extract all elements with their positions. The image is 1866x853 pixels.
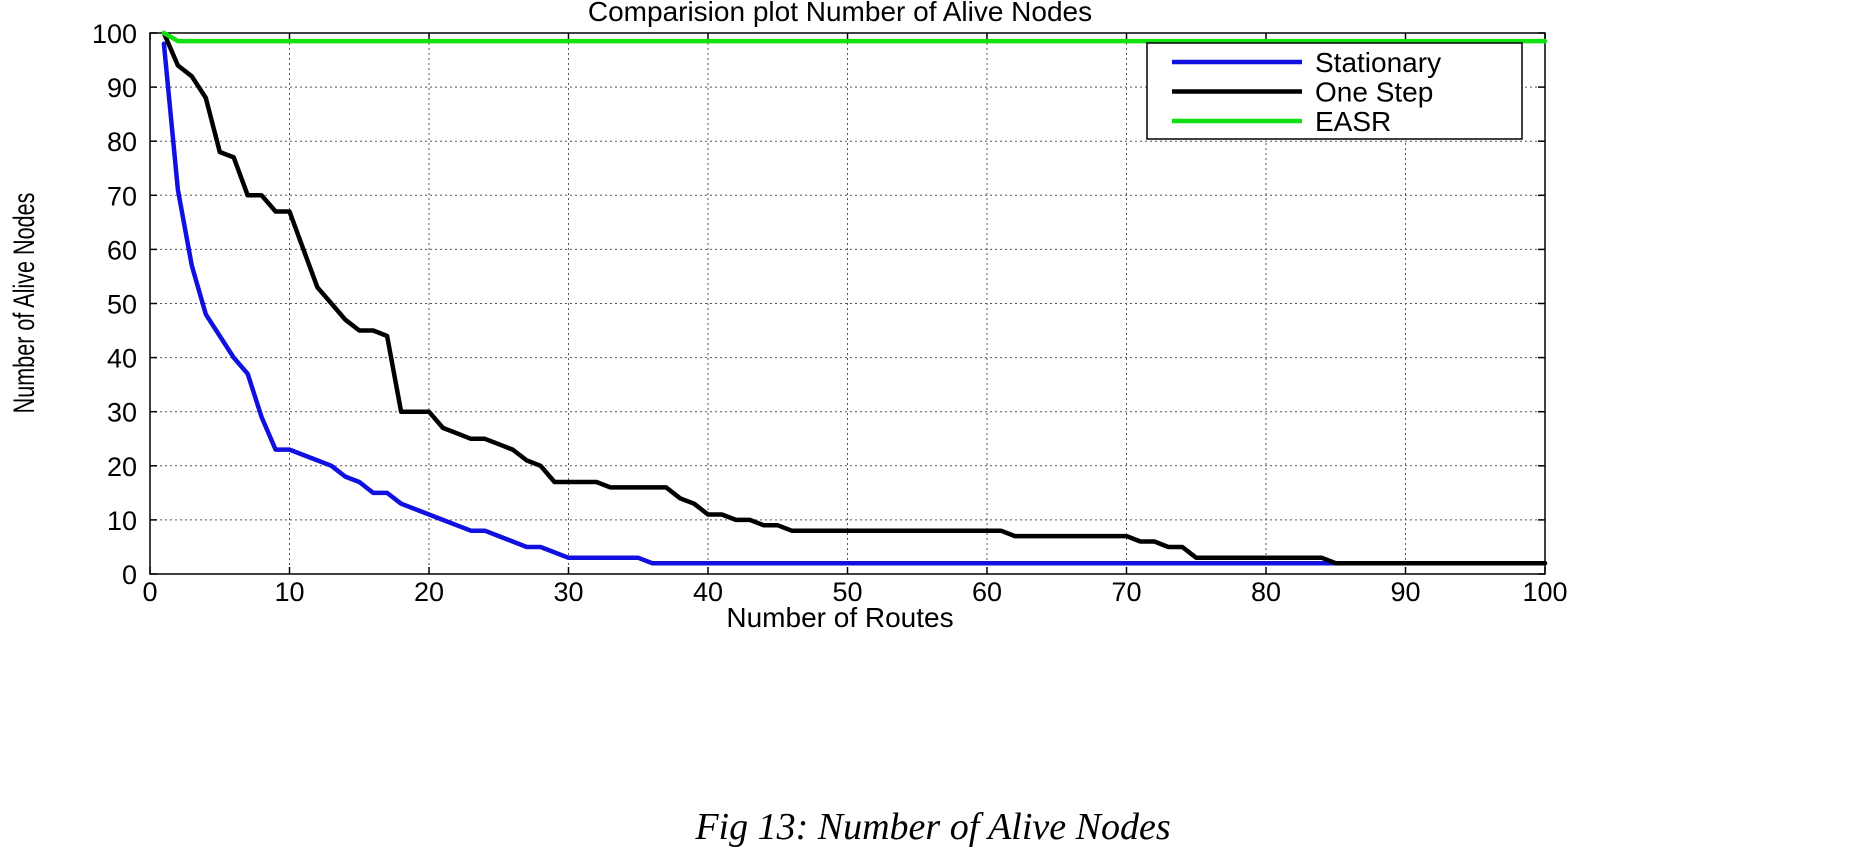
series-layer xyxy=(161,30,1548,566)
x-tick-label-3: 30 xyxy=(553,577,583,607)
y-tick-label-8: 80 xyxy=(107,127,137,157)
y-tick-label-2: 20 xyxy=(107,452,137,482)
y-tick-label-5: 50 xyxy=(107,290,137,320)
y-tick-label-3: 30 xyxy=(107,398,137,428)
y-tick-label-4: 40 xyxy=(107,344,137,374)
x-axis-title: Number of Routes xyxy=(726,602,953,633)
axis-ticks: 0 10 20 30 40 50 60 70 80 90 100 0 10 20 30 40 50 60 70 80 9… xyxy=(92,19,1568,607)
x-tick-label-10: 100 xyxy=(1522,577,1567,607)
y-axis-title: Number of Alive Nodes xyxy=(6,193,40,414)
x-tick-label-9: 90 xyxy=(1390,577,1420,607)
x-tick-label-2: 20 xyxy=(414,577,444,607)
x-tick-label-5: 50 xyxy=(832,577,862,607)
series-line-stationary xyxy=(161,41,1548,566)
x-tick-label-0: 0 xyxy=(142,577,157,607)
chart-title: Comparision plot Number of Alive Nodes xyxy=(588,0,1092,27)
y-tick-label-10: 100 xyxy=(92,19,137,49)
y-tick-label-9: 90 xyxy=(107,73,137,103)
figure-caption: Fig 13: Number of Alive Nodes xyxy=(695,806,1171,848)
x-tick-label-1: 10 xyxy=(274,577,304,607)
series-line-easr xyxy=(161,30,1548,44)
x-tick-label-6: 60 xyxy=(972,577,1002,607)
x-tick-label-8: 80 xyxy=(1251,577,1281,607)
y-tick-label-0: 0 xyxy=(122,560,137,590)
x-tick-label-4: 40 xyxy=(693,577,723,607)
x-tick-label-7: 70 xyxy=(1111,577,1141,607)
series-line-one-step xyxy=(161,30,1548,566)
legend-label-stationary: Stationary xyxy=(1315,47,1441,78)
legend-label-one-step: One Step xyxy=(1315,77,1433,108)
y-tick-label-6: 60 xyxy=(107,235,137,265)
y-tick-label-7: 70 xyxy=(107,181,137,211)
grid xyxy=(150,33,1545,574)
legend-label-easr: EASR xyxy=(1315,106,1391,137)
y-tick-label-1: 10 xyxy=(107,506,137,536)
